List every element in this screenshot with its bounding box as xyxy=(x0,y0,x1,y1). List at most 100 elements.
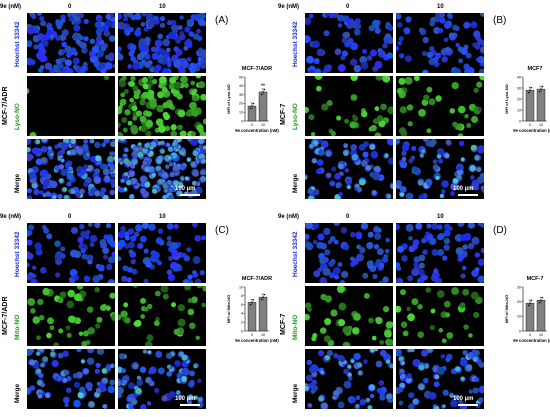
y-tick-label: 50 xyxy=(239,75,243,79)
scale-bar xyxy=(458,194,478,196)
y-tick-label: 30 xyxy=(239,93,243,97)
blue-micrograph xyxy=(396,13,484,73)
panel-letter: (B) xyxy=(493,15,507,26)
row-label: Merge xyxy=(14,383,21,403)
micrograph-tile: 100 µm xyxy=(396,349,484,409)
chart-title: MCF-7 xyxy=(527,276,544,282)
x-tick-label: 10 xyxy=(261,123,265,127)
data-point xyxy=(262,296,264,298)
y-tick-label: 30 xyxy=(517,285,521,289)
green-micrograph xyxy=(118,286,206,346)
data-point xyxy=(530,87,533,89)
data-point xyxy=(252,299,255,301)
green-micrograph xyxy=(27,286,115,346)
y-tick-label: 20 xyxy=(239,102,243,106)
cell-line-label: MCF-7/ADR xyxy=(2,86,9,126)
concentration-axis-label: 9e (nM) xyxy=(0,214,21,220)
row-label: Mito-NO xyxy=(292,314,299,340)
data-point xyxy=(249,107,252,110)
micrograph-tile xyxy=(396,76,484,136)
green-micrograph xyxy=(396,286,484,346)
y-tick-label: 0 xyxy=(519,329,521,333)
row-label: Hoechst 33342 xyxy=(292,231,299,277)
micrograph-tile xyxy=(396,223,484,283)
data-point xyxy=(540,88,542,90)
y-axis-label: MFI of Lyso-NO xyxy=(226,84,231,113)
scale-bar-label: 100 µm xyxy=(453,396,474,402)
micrograph-tile xyxy=(27,349,115,409)
y-tick-label: 20 xyxy=(517,300,521,304)
panel-b: 9e (nM) 0 10 MCF-7 Hoechst 33342 Lyso-NO Merge… xyxy=(278,0,550,205)
concentration-axis-label: 9e (nM) xyxy=(0,4,21,10)
merge-micrograph xyxy=(27,349,115,409)
merge-micrograph xyxy=(118,349,206,409)
data-point xyxy=(541,85,544,88)
bar xyxy=(525,90,535,122)
y-tick-label: 40 xyxy=(239,84,243,88)
merge-micrograph xyxy=(27,139,115,199)
data-point xyxy=(541,297,544,299)
panel-c: 9e (nM) 0 10 MCF-7/ADR Hoechst 33342 Mito-NO M… xyxy=(0,210,279,415)
x-tick-label: 0 xyxy=(251,333,253,337)
significance-marker: ** xyxy=(261,83,265,89)
row-label: Mito-NO xyxy=(14,314,21,340)
micrograph-tile xyxy=(27,76,115,136)
micrograph-tile xyxy=(27,286,115,346)
micrograph-tile xyxy=(305,349,393,409)
merge-micrograph xyxy=(305,139,393,199)
x-axis-label: 9e concentration (nM) xyxy=(513,338,550,343)
cell-line-label: MCF-7/ADR xyxy=(2,296,9,336)
blue-micrograph xyxy=(396,223,484,283)
x-tick-label: 10 xyxy=(539,123,543,127)
green-micrograph xyxy=(27,76,115,136)
y-tick-label: 40 xyxy=(517,75,521,79)
bar xyxy=(258,91,268,122)
y-tick-label: 2 xyxy=(241,321,243,325)
micrograph-tile xyxy=(305,13,393,73)
concentration-header: 0 xyxy=(346,214,350,220)
micrograph-tile xyxy=(27,13,115,73)
green-micrograph xyxy=(118,76,206,136)
row-label: Merge xyxy=(292,173,299,193)
blue-micrograph xyxy=(305,223,393,283)
y-axis-label: MFI of Mito-NO xyxy=(504,295,509,323)
x-tick-label: 0 xyxy=(251,123,253,127)
merge-micrograph xyxy=(396,349,484,409)
bar xyxy=(536,88,546,122)
micrograph-tile xyxy=(396,286,484,346)
row-label: Hoechst 33342 xyxy=(292,21,299,67)
y-tick-label: 10 xyxy=(517,315,521,319)
blue-micrograph xyxy=(27,13,115,73)
scale-bar xyxy=(180,194,200,196)
x-axis-label: 9e concentration (nM) xyxy=(513,128,550,133)
bar xyxy=(258,296,268,332)
data-point xyxy=(252,102,255,105)
y-tick-label: 0 xyxy=(241,119,243,123)
bar xyxy=(247,302,257,332)
y-tick-label: 20 xyxy=(517,97,521,101)
micrograph-tile: 100 µm xyxy=(396,139,484,199)
panel-letter: (D) xyxy=(493,225,507,236)
data-point xyxy=(538,90,541,93)
data-point xyxy=(260,93,263,96)
y-tick-label: 10 xyxy=(517,108,521,112)
panel-letter: (A) xyxy=(215,15,229,26)
data-point xyxy=(251,301,253,304)
merge-micrograph xyxy=(396,139,484,199)
data-point xyxy=(529,302,531,304)
micrograph-tile xyxy=(118,76,206,136)
row-label: Lyso-NO xyxy=(14,103,21,130)
chart-title: MCF-7/ADR xyxy=(242,276,272,282)
panel-d: 9e (nM) 0 10 MCF-7 Hoechst 33342 Mito-NO Merge… xyxy=(278,210,550,415)
blue-micrograph xyxy=(305,13,393,73)
cell-line-label: MCF-7 xyxy=(280,313,287,335)
scale-bar-label: 100 µm xyxy=(453,186,474,192)
blue-micrograph xyxy=(118,223,206,283)
y-tick-label: 8 xyxy=(241,294,243,298)
x-tick-label: 0 xyxy=(529,333,531,337)
data-point xyxy=(262,91,264,93)
concentration-header: 0 xyxy=(346,4,350,10)
green-micrograph xyxy=(396,76,484,136)
